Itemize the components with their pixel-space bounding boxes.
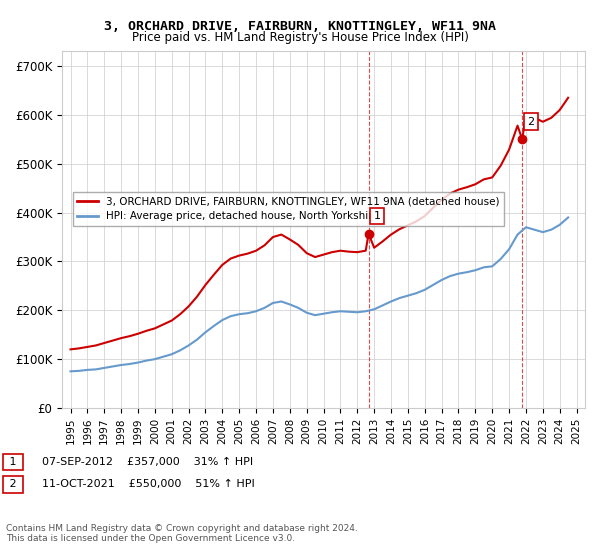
Text: 1: 1 bbox=[6, 457, 20, 467]
Text: Contains HM Land Registry data © Crown copyright and database right 2024.
This d: Contains HM Land Registry data © Crown c… bbox=[6, 524, 358, 543]
Legend: 3, ORCHARD DRIVE, FAIRBURN, KNOTTINGLEY, WF11 9NA (detached house), HPI: Average: 3, ORCHARD DRIVE, FAIRBURN, KNOTTINGLEY,… bbox=[73, 192, 503, 226]
Text: 07-SEP-2012    £357,000    31% ↑ HPI: 07-SEP-2012 £357,000 31% ↑ HPI bbox=[42, 457, 253, 467]
Text: 11-OCT-2021    £550,000    51% ↑ HPI: 11-OCT-2021 £550,000 51% ↑ HPI bbox=[42, 479, 255, 489]
Text: 3, ORCHARD DRIVE, FAIRBURN, KNOTTINGLEY, WF11 9NA: 3, ORCHARD DRIVE, FAIRBURN, KNOTTINGLEY,… bbox=[104, 20, 496, 32]
Text: Price paid vs. HM Land Registry's House Price Index (HPI): Price paid vs. HM Land Registry's House … bbox=[131, 31, 469, 44]
Text: 2: 2 bbox=[527, 116, 535, 127]
Text: 1: 1 bbox=[374, 211, 380, 221]
Text: 2: 2 bbox=[6, 479, 20, 489]
